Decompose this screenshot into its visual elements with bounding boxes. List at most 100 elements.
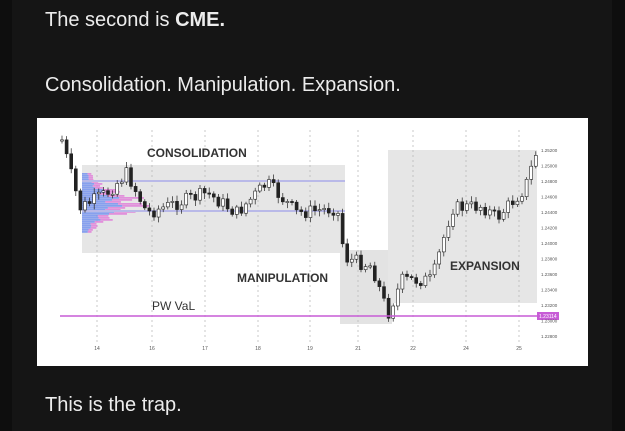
candle — [170, 201, 175, 203]
candle — [322, 208, 327, 210]
candle — [340, 213, 345, 245]
profile-bar — [82, 191, 105, 193]
date-label: 16 — [149, 346, 155, 352]
level-tag — [537, 312, 559, 320]
candle — [483, 206, 488, 216]
candle — [423, 275, 428, 286]
profile-bar — [105, 201, 121, 203]
profile-bar — [82, 175, 89, 177]
candle — [432, 263, 437, 276]
candle — [400, 273, 405, 290]
profile-bar — [98, 217, 110, 219]
candle — [469, 201, 474, 205]
candle — [336, 213, 340, 216]
candle — [313, 205, 317, 212]
candle — [446, 226, 451, 238]
profile-bar — [82, 213, 110, 215]
candle — [510, 200, 515, 205]
candle — [317, 209, 322, 212]
profile-bar — [119, 197, 144, 199]
profile-bar — [87, 231, 92, 233]
candle — [474, 201, 478, 211]
price-label: 1.24400 — [541, 210, 558, 215]
profile-bar — [88, 177, 94, 179]
candle — [451, 213, 455, 227]
candle — [326, 208, 331, 214]
candle — [281, 197, 285, 203]
profile-bar — [82, 203, 119, 205]
profile-bar — [87, 173, 92, 175]
label: EXPANSION — [450, 259, 520, 273]
profile-bar — [82, 199, 113, 201]
post-image[interactable]: CONSOLIDATION MANIPULATION EXPANSION PW … — [37, 118, 588, 366]
profile-bar — [82, 207, 108, 209]
candle — [533, 155, 538, 167]
candle — [529, 165, 534, 180]
label: MANIPULATION — [237, 271, 328, 285]
candle — [152, 210, 156, 218]
candle — [460, 201, 465, 211]
candle — [368, 265, 373, 268]
candle — [175, 201, 179, 210]
candle — [515, 200, 520, 205]
candle — [106, 190, 110, 195]
price-label: 1.24200 — [541, 226, 558, 231]
candle — [437, 251, 442, 265]
profile-bar — [82, 197, 120, 199]
date-label: 24 — [463, 346, 469, 352]
candle — [492, 209, 497, 212]
candle — [73, 168, 78, 192]
candle — [147, 207, 152, 212]
candle — [303, 211, 308, 218]
candle — [244, 203, 248, 214]
candle — [216, 196, 221, 207]
profile-bar — [88, 179, 94, 181]
price-label: 1.22800 — [541, 334, 558, 339]
paragraph: The second is CME. — [45, 9, 225, 32]
label: PW VaL — [152, 299, 195, 313]
candle — [464, 203, 469, 211]
profile-bar — [82, 179, 89, 181]
profile-bar — [88, 175, 93, 177]
candle — [143, 201, 147, 209]
range-line — [82, 180, 345, 182]
profile-bar — [82, 185, 93, 187]
candle — [391, 305, 396, 319]
profile-bar — [82, 187, 95, 189]
candle — [372, 265, 377, 282]
candle — [60, 139, 64, 142]
candle — [230, 208, 234, 215]
candle — [405, 273, 409, 277]
candle — [497, 210, 501, 220]
candle — [294, 201, 299, 211]
candle — [414, 277, 419, 284]
date-label: 18 — [255, 346, 261, 352]
date-label: 21 — [355, 346, 361, 352]
profile-bar — [92, 185, 101, 187]
candle — [267, 179, 271, 188]
candle — [225, 198, 230, 210]
candle — [428, 274, 432, 277]
candle — [101, 190, 106, 193]
candle — [115, 183, 119, 195]
paragraph: This is the trap. — [45, 394, 182, 416]
price-label: 1.23800 — [541, 257, 558, 262]
profile-bar — [82, 209, 106, 211]
paragraph: Consolidation. Manipulation. Expansion. — [45, 74, 401, 96]
candle — [179, 204, 184, 210]
candle — [285, 201, 290, 203]
date-label: 25 — [516, 346, 522, 352]
profile-bar — [82, 223, 91, 225]
profile-bar — [94, 221, 104, 223]
date-label: 22 — [410, 346, 416, 352]
candle — [262, 184, 267, 188]
profile-bar — [105, 209, 121, 211]
profile-bar — [82, 217, 99, 219]
profile-bar — [122, 205, 150, 207]
price-label: 1.23000 — [541, 319, 558, 324]
profile-bar — [91, 225, 98, 227]
candle — [212, 193, 216, 198]
text: The second is — [45, 9, 176, 31]
profile-bar — [82, 225, 92, 227]
candle — [87, 201, 92, 204]
